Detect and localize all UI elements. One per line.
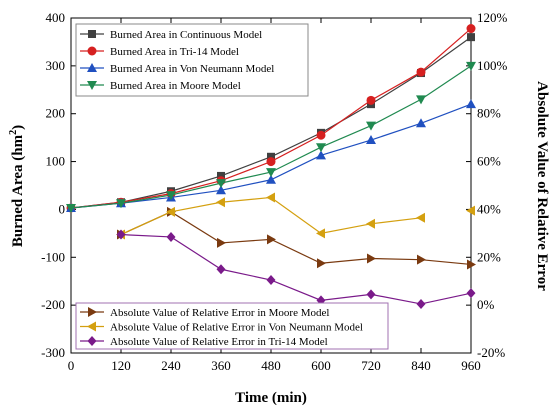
y2-axis-title: Absolute Value of Relative Error (534, 81, 550, 291)
error-series-1-point (216, 197, 225, 208)
y-axis-title: Burned Area (hm2) (8, 125, 26, 247)
y-tick-label: 100 (46, 154, 66, 169)
area-series-3-point (316, 143, 326, 153)
error-series-2-point (116, 229, 126, 240)
area-series-3-point (66, 203, 76, 213)
area-series-3-point (166, 191, 176, 201)
error-series-1-point (266, 192, 275, 203)
legend-swatch-marker (87, 81, 97, 90)
area-series-2-point (466, 99, 476, 109)
error-series-1-point (166, 206, 175, 217)
error-series-2-line (120, 233, 472, 305)
legend-bottom-items: Absolute Value of Relative Error in Moor… (80, 307, 363, 348)
area-series-3-point (116, 199, 126, 209)
error-series-0-point (467, 259, 476, 270)
axis-ticks: 0 120 240 360 480 600 720 840 960 -300 -200 -100 0 10… (41, 10, 507, 373)
error-extra-point (466, 205, 475, 216)
x-tick-label: 240 (161, 358, 181, 373)
legend-swatch-marker (87, 63, 97, 72)
error-series-2-point (466, 288, 476, 299)
legend-label: Absolute Value of Relative Error in Von … (110, 322, 363, 334)
y-axis-title-main: Burned Area (hm (10, 134, 26, 247)
legend-label: Burned Area in Moore Model (110, 80, 241, 92)
y2-tick-label: 20% (477, 249, 501, 264)
legend-label: Absolute Value of Relative Error in Tri-… (110, 336, 328, 348)
area-series-3-point (466, 61, 476, 71)
y2-tick-label: 60% (477, 154, 501, 169)
error-series-2-point (166, 231, 176, 242)
area-series-0-point (217, 171, 225, 180)
error-series-2-point (416, 298, 426, 309)
legend-top-items: Burned Area in Continuous Model Burned Ar… (80, 29, 274, 92)
legend-top (75, 23, 309, 97)
error-series-1-point (316, 228, 325, 239)
y-tick-label: 300 (46, 58, 66, 73)
legend-bottom (75, 302, 389, 350)
y-axis-title-sup: 2 (8, 130, 19, 135)
y2-tick-label: 120% (477, 10, 508, 25)
y-tick-label: 400 (46, 10, 66, 25)
y2-tick-label: 0% (477, 297, 495, 312)
error-series-0-point (217, 237, 226, 248)
area-series-0-point (467, 33, 475, 42)
area-series-1-point (316, 130, 326, 140)
error-series-1-point (416, 212, 425, 223)
area-series-1-point (416, 67, 426, 77)
area-series-3-point (266, 168, 276, 178)
y2-tick-label: 100% (477, 58, 508, 73)
x-tick-label: 600 (311, 358, 331, 373)
y-tick-label: 0 (59, 201, 66, 216)
x-tick-label: 480 (261, 358, 281, 373)
area-series-3-point (366, 121, 376, 131)
area-series-2-point (216, 185, 226, 195)
area-series-1-point (466, 24, 476, 34)
legend-swatch-marker (88, 307, 97, 317)
error-series-0-line (120, 211, 472, 266)
x-tick-label: 840 (411, 358, 431, 373)
y-tick-label: -200 (41, 297, 65, 312)
y-axis-title-tail: ) (10, 125, 26, 130)
legend-label: Burned Area in Tri-14 Model (110, 46, 239, 58)
error-series-2-point (216, 264, 226, 275)
legend-label: Burned Area in Continuous Model (110, 29, 262, 41)
y-tick-label: -300 (41, 345, 65, 360)
area-series-3-point (416, 95, 426, 105)
area-series-0-point (267, 152, 275, 161)
x-axis-title: Time (min) (235, 390, 307, 406)
error-series-0-point (417, 254, 426, 265)
area-series-3-point (216, 179, 226, 189)
y2-tick-label: -20% (477, 345, 505, 360)
legend-swatch-marker (87, 336, 97, 346)
error-series-0-point (317, 258, 326, 269)
area-series-2-point (366, 135, 376, 145)
x-tick-label: 0 (68, 358, 75, 373)
error-series-1-line (120, 196, 422, 236)
area-series-2-point (316, 150, 326, 160)
x-tick-label: 120 (111, 358, 131, 373)
legend-swatch-marker (87, 46, 97, 56)
error-series-0-point (367, 253, 376, 264)
area-series-1-point (366, 95, 376, 105)
y-tick-label: 200 (46, 106, 66, 121)
x-tick-label: 360 (211, 358, 231, 373)
series-group (66, 24, 476, 309)
error-series-1-point (366, 218, 375, 229)
legend-label: Burned Area in Von Neumann Model (110, 63, 274, 75)
y2-tick-label: 40% (477, 201, 501, 216)
y2-tick-label: 80% (477, 106, 501, 121)
legend-label: Absolute Value of Relative Error in Moor… (110, 307, 329, 319)
area-series-2-point (266, 174, 276, 184)
error-series-2-point (266, 275, 276, 286)
legend-swatch-marker (88, 30, 96, 38)
error-series-2-point (366, 289, 376, 300)
x-tick-label: 720 (361, 358, 381, 373)
y-tick-label: -100 (41, 249, 65, 264)
area-series-1-point (266, 157, 276, 167)
error-series-0-point (267, 234, 276, 245)
legend-swatch-marker (87, 321, 96, 332)
x-tick-label: 960 (461, 358, 481, 373)
area-series-2-point (416, 118, 426, 128)
